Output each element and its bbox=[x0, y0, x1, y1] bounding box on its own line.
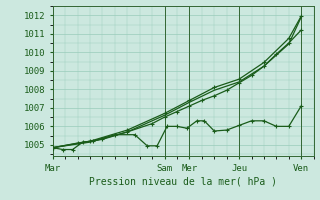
X-axis label: Pression niveau de la mer( hPa ): Pression niveau de la mer( hPa ) bbox=[89, 177, 277, 187]
